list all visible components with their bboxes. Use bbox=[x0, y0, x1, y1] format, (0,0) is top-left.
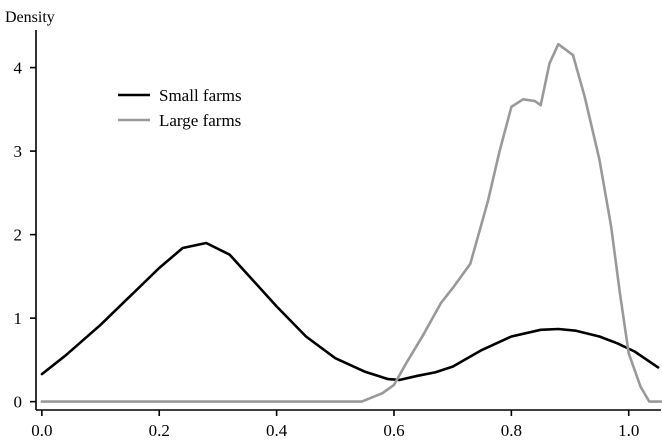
x-tick-label: 0.2 bbox=[149, 421, 170, 440]
y-axis-ticks: 0 1 2 3 4 bbox=[14, 59, 36, 412]
y-tick-label: 1 bbox=[14, 309, 23, 328]
axes bbox=[35, 30, 661, 411]
legend: Small farms Large farms bbox=[118, 86, 242, 130]
x-tick-label: 0.0 bbox=[31, 421, 52, 440]
legend-label-large-farms: Large farms bbox=[159, 111, 241, 130]
y-tick-label: 4 bbox=[14, 59, 23, 78]
y-tick-label: 3 bbox=[14, 142, 23, 161]
series-line-large-farms bbox=[40, 42, 662, 403]
x-tick-label: 0.8 bbox=[501, 421, 522, 440]
series-layer bbox=[40, 42, 662, 403]
legend-label-small-farms: Small farms bbox=[159, 86, 242, 105]
y-axis-title: Density bbox=[5, 9, 55, 26]
x-tick-label: 1.0 bbox=[618, 421, 639, 440]
x-tick-label: 0.4 bbox=[266, 421, 288, 440]
x-tick-label: 0.6 bbox=[383, 421, 404, 440]
series-line-small-farms bbox=[40, 241, 660, 382]
y-tick-label: 0 bbox=[14, 393, 23, 412]
y-tick-label: 2 bbox=[14, 226, 23, 245]
x-axis-ticks: 0.0 0.2 0.4 0.6 0.8 1.0 bbox=[31, 410, 639, 440]
